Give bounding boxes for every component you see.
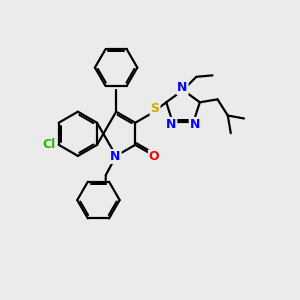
Text: O: O [149, 150, 160, 164]
Text: Cl: Cl [43, 138, 56, 151]
Text: S: S [151, 102, 160, 115]
Text: N: N [190, 118, 200, 131]
Text: N: N [110, 150, 121, 163]
Text: N: N [166, 118, 176, 131]
Text: N: N [177, 81, 188, 94]
